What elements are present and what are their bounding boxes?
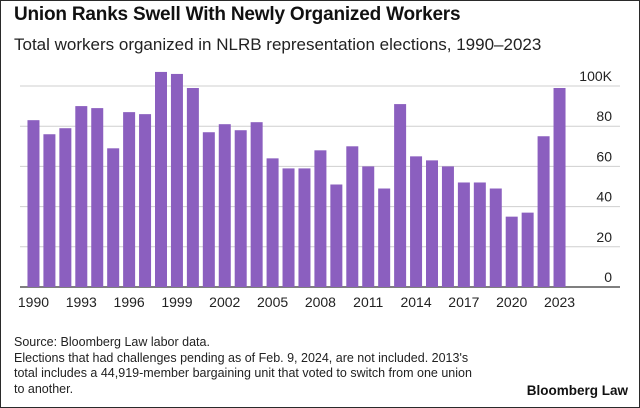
bar-1993 [75,106,88,287]
bar-2017 [457,182,470,287]
bar-chart: 0 20 40 60 80 100K 1990 1993 1996 1999 2002 2005 20… [18,70,620,310]
bar-2016 [441,166,454,287]
bar-2015 [426,160,438,287]
x-tick-label-2017: 2017 [448,294,479,310]
bar-1999 [170,73,183,287]
x-tick-label-1996: 1996 [114,294,145,310]
y-tick-label: 20 [596,229,612,245]
bar-2020 [505,216,518,287]
y-axis-ticks: 0 20 40 60 80 100K [579,70,612,285]
bar-2018 [473,182,486,287]
chart-title: Union Ranks Swell With Newly Organized W… [14,4,461,25]
bar-1991 [43,134,56,287]
x-tick-label-1993: 1993 [66,294,97,310]
exclusion-note-line-2: total includes a 44,919-member bargainin… [14,366,472,380]
bar-1992 [59,128,72,287]
y-tick-label: 80 [596,108,612,124]
exclusion-note-line-3: to another. [14,381,74,396]
footnote: Source: Bloomberg Law labor data. Electi… [14,335,514,397]
bar-1998 [155,71,167,288]
x-tick-label-2008: 2008 [305,294,336,310]
bar-1994 [91,108,104,287]
x-axis-ticks: 1990 1993 1996 1999 2002 2005 2008 2011 2014 2017… [18,294,575,310]
exclusion-note-line-1: Elections that had challenges pending as… [14,350,469,365]
x-tick-label-2014: 2014 [400,294,431,310]
y-tick-label: 100K [579,70,612,84]
bar-1995 [107,148,120,287]
brand-logo: Bloomberg Law [526,383,628,398]
bar-2003 [234,130,247,287]
bar-2000 [186,88,199,287]
bar-2002 [218,124,231,287]
bar-2012 [378,188,391,287]
y-tick-label: 40 [596,189,612,205]
y-tick-label: 60 [596,148,612,164]
bar-1990 [27,120,40,287]
bar-2009 [330,184,343,287]
bar-1997 [139,114,152,287]
bar-2008 [314,150,327,287]
x-tick-label-2023: 2023 [544,294,575,310]
bars [27,71,566,288]
x-tick-label-1990: 1990 [18,294,49,310]
bar-2013 [394,104,407,287]
bar-2023 [553,88,566,287]
bar-2019 [489,188,502,287]
bar-2010 [346,146,359,287]
gridlines [20,85,620,288]
x-tick-label-2002: 2002 [209,294,240,310]
bar-2004 [250,122,263,288]
x-tick-label-1999: 1999 [161,294,192,310]
x-tick-label-2020: 2020 [496,294,527,310]
chart-subtitle: Total workers organized in NLRB represen… [14,35,542,54]
bar-2014 [410,156,423,287]
source-note: Source: Bloomberg Law labor data. [14,335,210,349]
bar-2021 [521,212,534,287]
bar-2007 [298,168,311,287]
bar-2022 [537,136,550,287]
x-tick-label-2005: 2005 [257,294,288,310]
y-tick-label: 0 [604,269,612,285]
bar-2001 [202,132,215,287]
bar-1996 [123,112,136,287]
bar-2011 [362,166,375,287]
bar-2006 [282,168,295,287]
bar-2005 [266,158,279,287]
x-tick-label-2011: 2011 [353,294,383,310]
